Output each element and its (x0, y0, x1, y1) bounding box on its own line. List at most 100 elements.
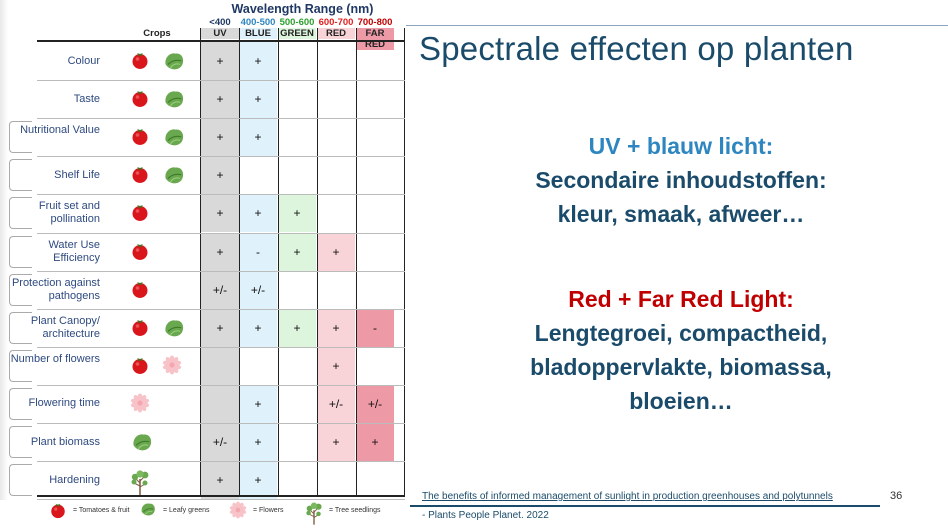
effect-cell: + (216, 92, 224, 107)
row-label: Protection against pathogens (11, 276, 100, 302)
effect-cell: + (216, 206, 224, 221)
cell-shade (201, 232, 239, 271)
slide-title: Spectrale effecten op planten (419, 30, 854, 67)
column-name: UV (201, 28, 239, 39)
cell-shade (201, 270, 239, 309)
tomato-icon (130, 164, 150, 189)
row-bracket (9, 235, 32, 268)
effect-cell: + (332, 358, 340, 373)
page-number: 36 (890, 490, 903, 502)
row-bracket (9, 159, 32, 192)
effect-cell: + (254, 54, 262, 69)
legend-label: = Tree seedlings (329, 507, 381, 514)
tomato-icon (130, 88, 150, 113)
row-separator (37, 156, 405, 158)
cell-shade (356, 384, 394, 423)
tomato-icon (130, 355, 150, 380)
row-label: Nutritional Value (20, 124, 100, 137)
flower-icon (229, 501, 247, 524)
tomato-icon (130, 202, 150, 227)
effect-cell: + (254, 206, 262, 221)
cell-shade (278, 232, 316, 271)
row-separator (37, 118, 405, 120)
column-name: GREEN (278, 28, 316, 39)
tomato-icon (130, 241, 150, 266)
row-label: Number of flowers (10, 352, 100, 365)
cell-shade (239, 423, 277, 462)
cell-shade (201, 42, 239, 81)
effect-cell: + (332, 435, 340, 450)
cell-shade (239, 270, 277, 309)
cell-shade (239, 232, 277, 271)
row-bracket (9, 426, 32, 459)
tree-seedling-icon (305, 501, 323, 530)
row-separator (37, 270, 405, 272)
effect-cell: + (254, 92, 262, 107)
row-label: Plant Canopy/ architecture (30, 314, 100, 340)
left-shade (0, 0, 8, 500)
effect-cell: + (332, 244, 340, 259)
effect-cell: +/- (212, 435, 228, 450)
row-bracket (9, 311, 32, 344)
column-separator (200, 28, 201, 495)
leafy-greens-icon (130, 431, 154, 460)
column-separator (278, 28, 279, 495)
row-separator (37, 384, 405, 386)
effect-cell: +/- (328, 396, 344, 411)
cell-shade (239, 308, 277, 347)
effect-cell: + (293, 244, 301, 259)
wavelength-range: <400 (209, 17, 231, 28)
column-separator (239, 28, 240, 495)
source-link[interactable]: The benefits of informed management of s… (422, 491, 833, 502)
row-label: Water Use Efficiency (48, 238, 100, 264)
effect-cell: + (216, 473, 224, 488)
leafy-greens-icon (162, 88, 186, 117)
crops-header: Crops (143, 28, 171, 39)
light-effects-table: Wavelength Range (nm) Crops <400 UV 400-50… (0, 0, 405, 531)
tomato-icon (49, 501, 67, 524)
wavelength-range: 400-500 (240, 17, 276, 28)
cell-shade (278, 308, 316, 347)
effect-cell: + (254, 396, 262, 411)
red-block: Red + Far Red Light: Lengtegroei, compac… (466, 282, 896, 418)
cell-shade (201, 384, 239, 423)
crop-legend: = Tomatoes & fruit = Leafy greens = Flower… (37, 499, 405, 529)
effect-cell: + (254, 473, 262, 488)
row-label: Flowering time (28, 397, 100, 410)
bottom-rule (37, 495, 405, 497)
wavelength-range: 500-600 (279, 17, 315, 28)
row-separator (37, 308, 405, 310)
cell-shade (201, 423, 239, 462)
uv-line-1: Secondaire inhoudstoffen: (535, 167, 827, 193)
red-line-1: Lengtegroei, compactheid, (534, 320, 828, 346)
legend-label: = Tomatoes & fruit (73, 507, 130, 514)
row-separator (37, 423, 405, 424)
leafy-greens-icon (162, 317, 186, 346)
row-label: Shelf Life (54, 168, 100, 181)
column-separator (317, 28, 318, 495)
cell-shade (201, 194, 239, 233)
cell-shade (239, 384, 277, 423)
effect-cell: +/- (250, 282, 266, 297)
cell-shade (239, 80, 277, 119)
effect-cell: + (216, 54, 224, 69)
cell-shade (317, 346, 355, 385)
leafy-greens-icon (162, 164, 186, 193)
tomato-icon (130, 317, 150, 342)
flower-icon (162, 355, 182, 380)
effect-cell: - (256, 244, 260, 259)
uv-line-2: kleur, smaak, afweer… (557, 201, 805, 227)
column-name: RED (317, 28, 355, 39)
uv-block: UV + blauw licht: Secondaire inhoudstoff… (466, 129, 896, 231)
cell-shade (201, 346, 239, 385)
cell-shade (201, 461, 239, 500)
effect-cell: + (332, 320, 340, 335)
cell-shade (239, 461, 277, 500)
column-name: FAR RED (356, 28, 394, 50)
cell-shade (239, 118, 277, 157)
wavelength-range: 700-800 (357, 17, 393, 28)
effect-cell: +/- (367, 396, 383, 411)
header-rule (37, 40, 405, 42)
row-bracket (9, 349, 32, 382)
cell-shade (201, 308, 239, 347)
